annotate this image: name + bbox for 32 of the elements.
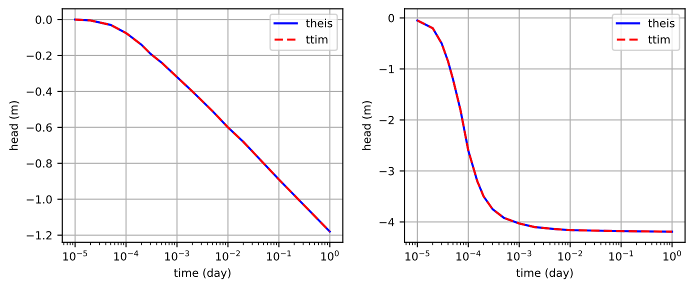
y-axis-title: head (m) <box>362 101 372 150</box>
y-tick-label: 0.0 <box>36 16 52 24</box>
y-tick-label: −2 <box>380 116 394 124</box>
y-tick-label: −0.4 <box>26 87 52 96</box>
legend-label: theis <box>648 18 675 28</box>
legend-label: ttim <box>306 35 328 44</box>
x-tick-label: 10$^{−5}$ <box>63 250 88 261</box>
y-tick-label: −0.8 <box>26 159 52 168</box>
x-tick-label: 10$^{−3}$ <box>165 250 190 261</box>
y-tick-label: −1.0 <box>26 195 52 204</box>
x-tick-label: 10$^{−2}$ <box>216 250 240 261</box>
y-tick-label: −4 <box>380 218 394 226</box>
y-axis-title: head (m) <box>9 101 20 150</box>
legend-label: theis <box>306 18 332 28</box>
x-tick-label: 10$^{−5}$ <box>406 250 430 261</box>
x-tick-label: 10$^{−3}$ <box>507 250 532 261</box>
x-axis-title: time (day) <box>516 268 573 280</box>
legend-label: ttim <box>648 35 670 44</box>
x-tick-label: 10$^{0}$ <box>321 250 339 261</box>
x-tick-label: 10$^{−1}$ <box>609 250 634 261</box>
x-tick-label: 10$^{−4}$ <box>456 250 481 261</box>
y-tick-label: −3 <box>380 166 394 176</box>
y-tick-label: 0 <box>388 14 394 22</box>
x-tick-label: 10$^{−4}$ <box>114 250 138 261</box>
y-tick-label: −1.2 <box>26 231 52 240</box>
y-tick-label: −0.2 <box>26 51 52 60</box>
x-tick-label: 10$^{−1}$ <box>267 250 291 261</box>
x-axis-title: time (day) <box>174 268 230 280</box>
y-tick-label: −0.6 <box>26 123 52 132</box>
x-tick-label: 10$^{0}$ <box>664 250 681 261</box>
y-tick-label: −1 <box>380 65 394 74</box>
x-tick-label: 10$^{−2}$ <box>558 250 582 261</box>
